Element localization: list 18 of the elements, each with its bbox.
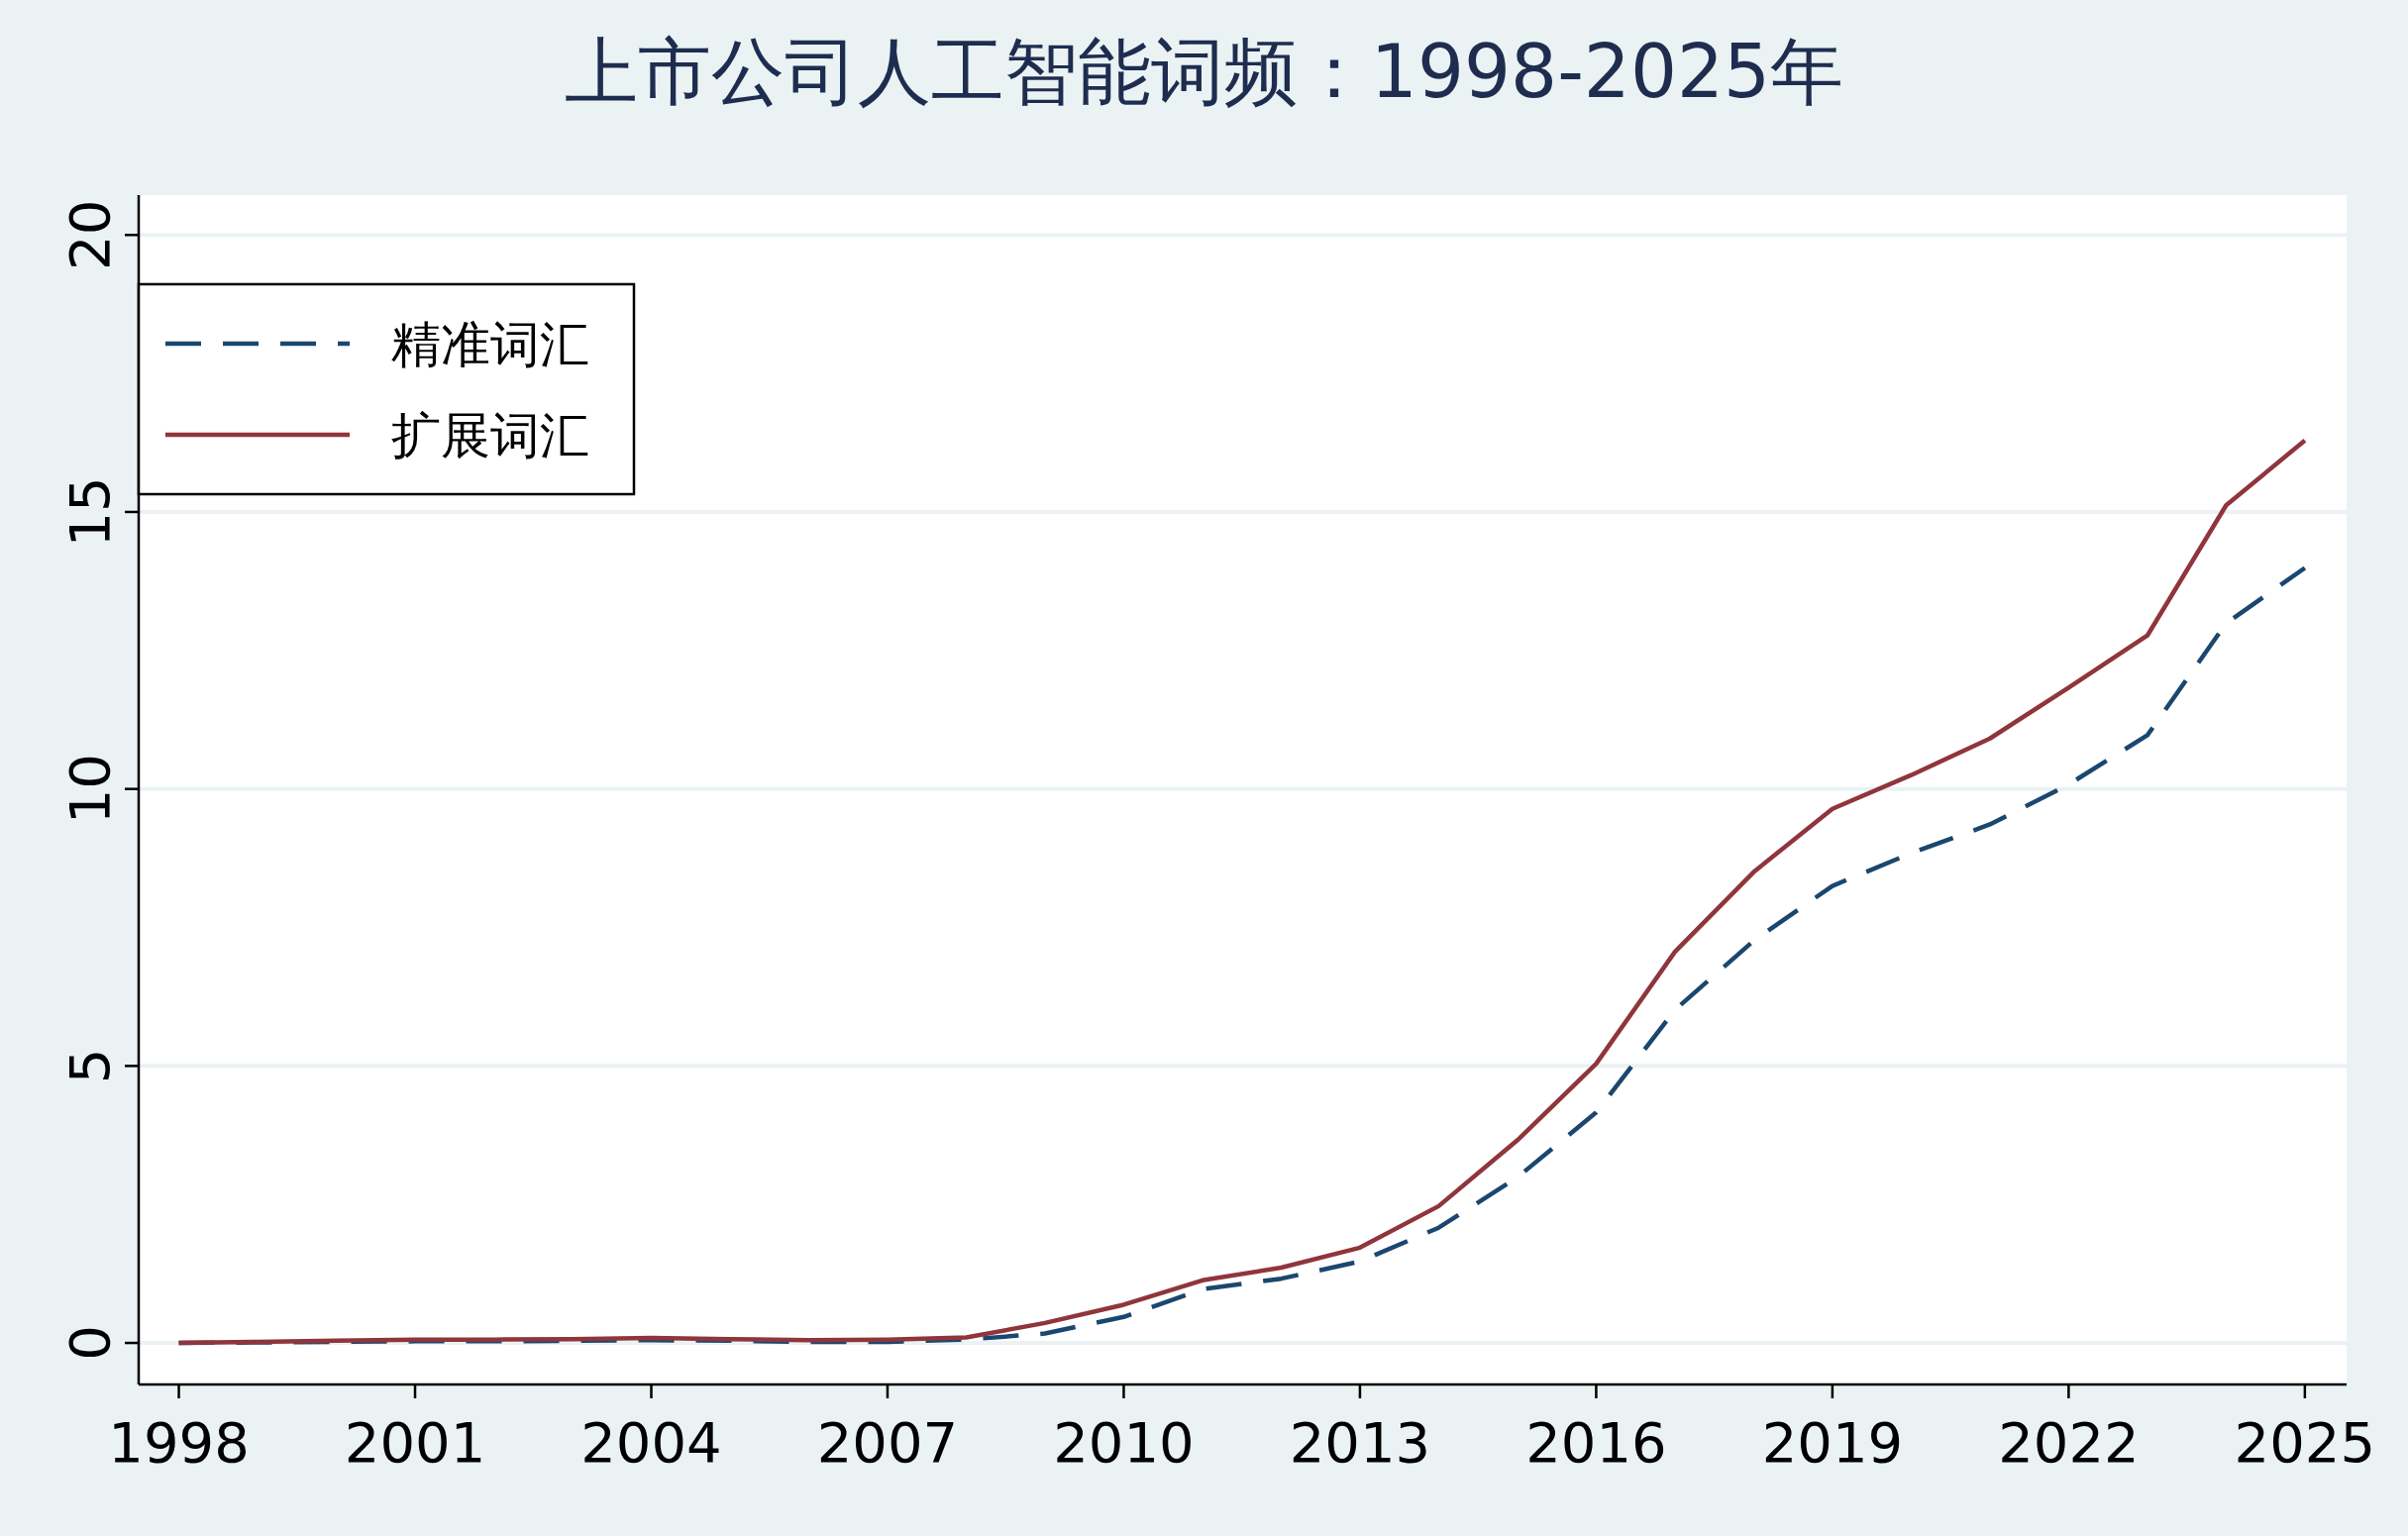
x-tick-label: 2022: [1998, 1410, 2140, 1475]
legend-label: 精准词汇: [391, 316, 589, 373]
y-tick-label: 0: [57, 1325, 122, 1361]
x-tick-label: 2025: [2234, 1410, 2376, 1475]
legend-label: 扩展词汇: [391, 407, 589, 464]
x-tick-label: 2010: [1053, 1410, 1195, 1475]
x-tick-label: 2016: [1525, 1410, 1667, 1475]
y-tick-label: 15: [57, 476, 122, 548]
y-tick-label: 5: [57, 1048, 122, 1084]
x-tick-label: 2001: [344, 1410, 486, 1475]
x-tick-label: 2004: [580, 1410, 722, 1475]
x-tick-label: 2013: [1289, 1410, 1431, 1475]
y-tick-label: 10: [57, 754, 122, 825]
x-tick-label: 1998: [108, 1410, 250, 1475]
y-tick-label: 20: [57, 199, 122, 270]
x-tick-label: 2019: [1761, 1410, 1904, 1475]
x-tick-label: 2007: [816, 1410, 959, 1475]
chart-title: 上市公司人工智能词频：1998-2025年: [564, 29, 1844, 114]
